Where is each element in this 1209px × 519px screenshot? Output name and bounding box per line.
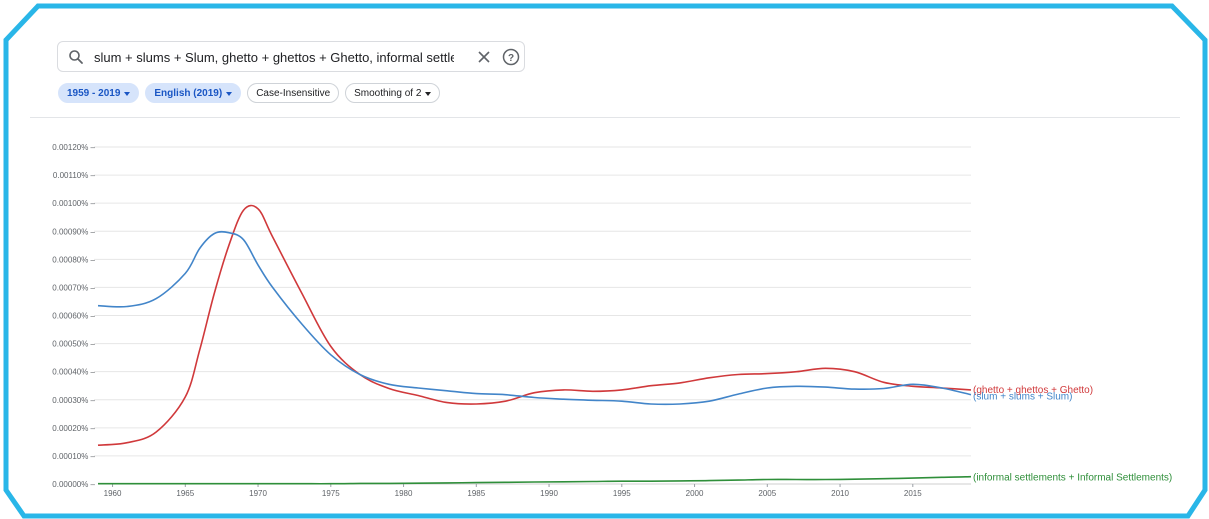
year-range-label: 1959 - 2019 (67, 87, 121, 99)
y-tick-label: 0.00040% – (52, 368, 95, 377)
search-input[interactable] (94, 47, 454, 67)
x-tick-label: 1970 (249, 489, 267, 498)
divider (30, 117, 1180, 118)
series-line-2 (98, 475, 972, 485)
close-icon[interactable] (475, 48, 493, 66)
series-labels: (ghetto + ghettos + Ghetto)(slum + slums… (973, 385, 1172, 484)
series-label-2: (informal settlements + Informal Settlem… (973, 473, 1172, 484)
corpus-dropdown[interactable]: English (2019) (145, 83, 242, 103)
y-tick-label: 0.00010% – (52, 452, 95, 461)
x-axis: 1960 1965 1970 1975 1980 1985 1990 1995 2000 2005… (104, 484, 922, 498)
search-bar[interactable]: ? (57, 41, 525, 72)
filter-chips: 1959 - 2019 English (2019) Case-Insensit… (58, 83, 441, 103)
y-axis: 0.00000% – 0.00010% – 0.00020% – 0.00030% –… (52, 143, 95, 489)
y-tick-label: 0.00120% – (52, 143, 95, 152)
smoothing-dropdown[interactable]: Smoothing of 2 (345, 83, 441, 103)
y-tick-label: 0.00110% – (53, 171, 96, 180)
y-tick-label: 0.00030% – (52, 396, 95, 405)
series-label-1: (slum + slums + Slum) (973, 392, 1072, 403)
y-tick-label: 0.00060% – (52, 312, 95, 321)
x-tick-label: 2000 (686, 489, 704, 498)
x-tick-label: 1990 (540, 489, 558, 498)
x-tick-label: 1995 (613, 489, 631, 498)
x-tick-label: 1975 (322, 489, 340, 498)
series-line-1 (97, 230, 972, 406)
y-tick-label: 0.00050% – (52, 340, 95, 349)
case-label: Case-Insensitive (256, 87, 331, 99)
x-tick-label: 2010 (831, 489, 849, 498)
svg-text:?: ? (508, 53, 514, 64)
x-tick-label: 1965 (176, 489, 194, 498)
y-tick-label: 0.00080% – (52, 255, 95, 264)
x-tick-label: 1960 (104, 489, 122, 498)
chevron-down-icon (425, 91, 432, 96)
case-insensitive-toggle[interactable]: Case-Insensitive (247, 83, 340, 103)
grid (94, 146, 971, 485)
corpus-label: English (2019) (154, 87, 223, 99)
y-tick-label: 0.00020% – (52, 424, 95, 433)
series-line-0 (97, 204, 972, 446)
chevron-down-icon (226, 91, 233, 96)
y-tick-label: 0.00100% – (52, 199, 95, 208)
chevron-down-icon (124, 91, 131, 96)
series-label-0: (ghetto + ghettos + Ghetto) (973, 385, 1093, 396)
x-tick-label: 1985 (467, 489, 485, 498)
x-tick-label: 2015 (904, 489, 922, 498)
y-tick-label: 0.00090% – (52, 227, 95, 236)
series-lines (97, 204, 972, 485)
x-tick-label: 2005 (758, 489, 776, 498)
x-tick-label: 1980 (395, 489, 413, 498)
help-circle-icon[interactable]: ? (501, 47, 521, 67)
search-icon (69, 50, 83, 64)
year-range-dropdown[interactable]: 1959 - 2019 (58, 83, 140, 103)
y-tick-label: 0.00000% – (52, 480, 95, 489)
y-tick-label: 0.00070% – (52, 283, 95, 292)
smoothing-label: Smoothing of 2 (354, 87, 422, 99)
